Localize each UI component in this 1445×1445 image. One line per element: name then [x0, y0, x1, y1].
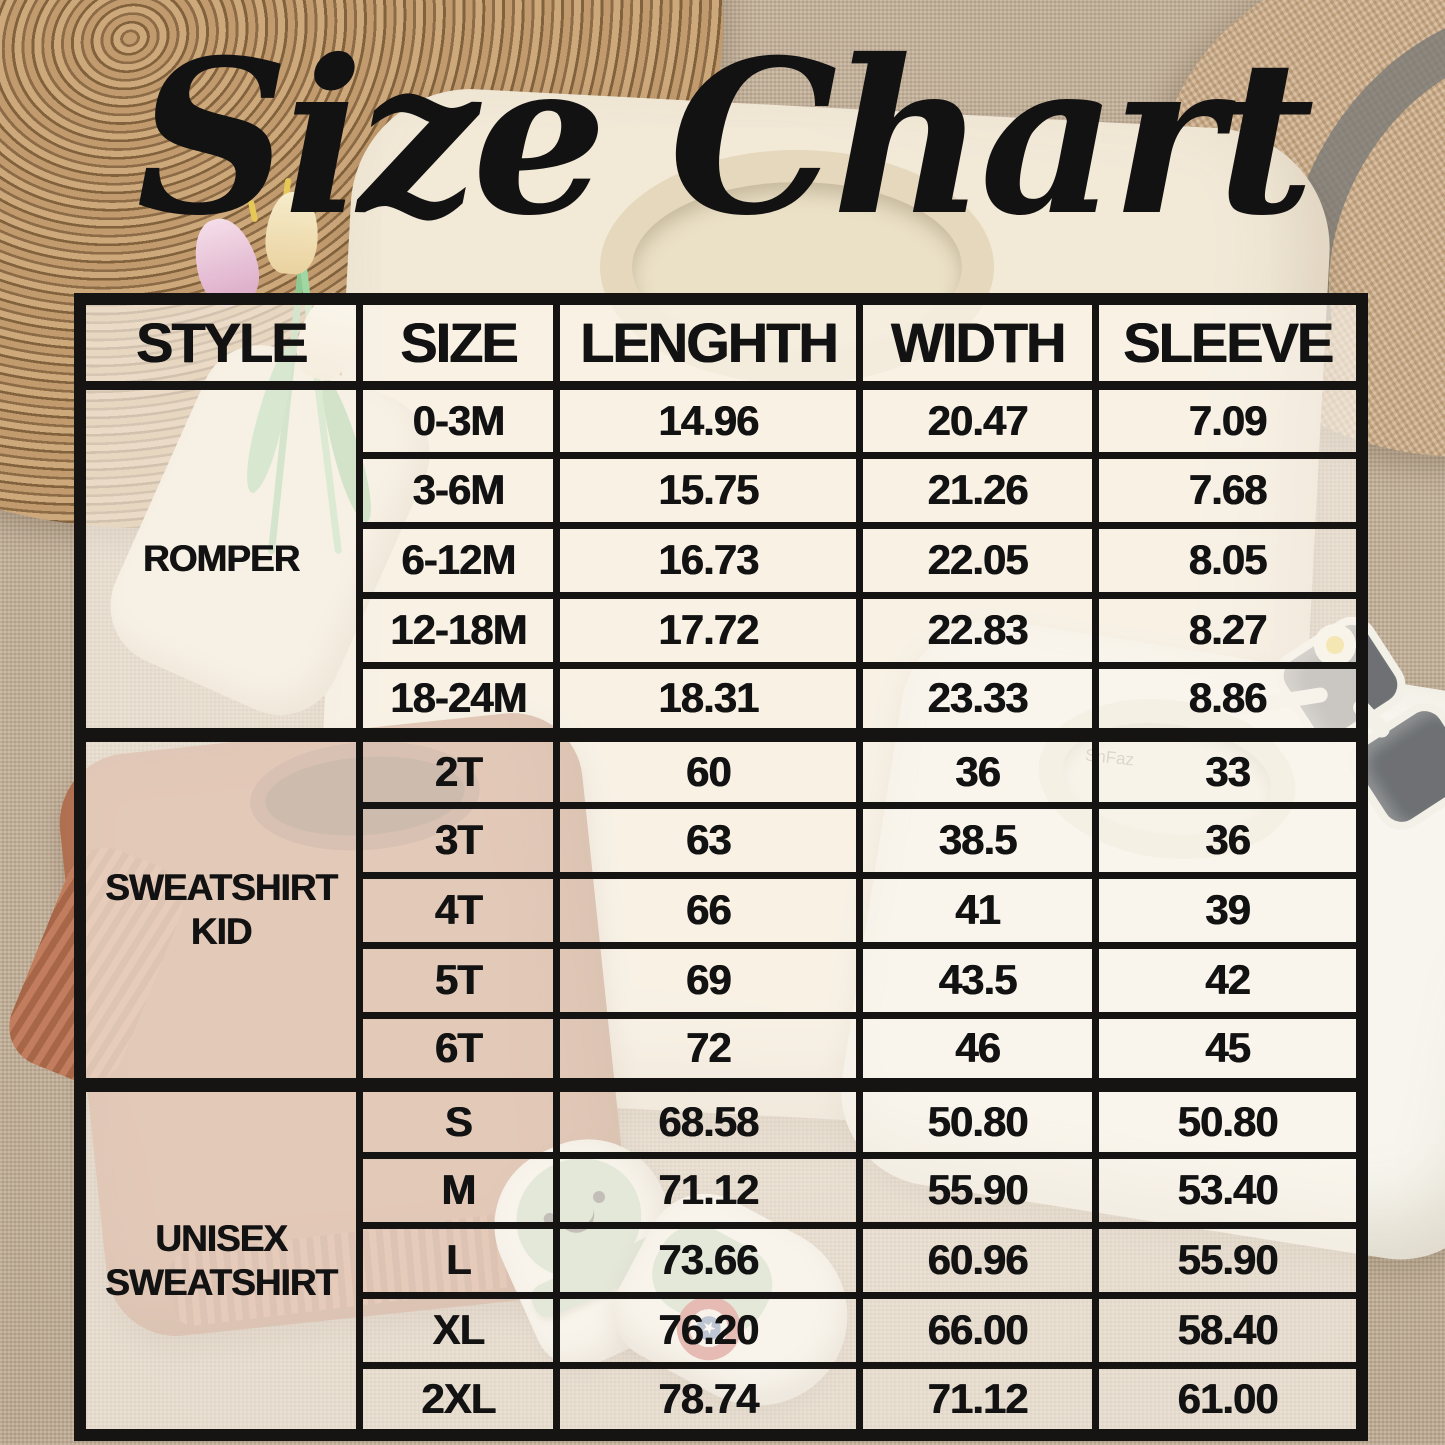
column-header-width: WIDTH: [855, 295, 1099, 390]
width-cell: 20.47: [855, 381, 1099, 459]
sleeve-cell: 61.00: [1091, 1361, 1366, 1439]
size-cell: 6T: [355, 1011, 561, 1089]
column-header-sleeve: SLEEVE: [1091, 295, 1366, 390]
sleeve-cell: 53.40: [1091, 1151, 1366, 1229]
width-cell: 38.5: [855, 801, 1099, 879]
table-row: 4T 66 41 39: [80, 871, 1366, 949]
size-cell: XL: [355, 1291, 561, 1369]
length-cell: 78.74: [553, 1361, 863, 1439]
width-cell: 71.12: [855, 1361, 1099, 1439]
width-cell: 46: [855, 1011, 1099, 1089]
column-header-length: LENGHTH: [553, 295, 863, 390]
sleeve-cell: 36: [1091, 801, 1366, 879]
size-cell: L: [355, 1221, 561, 1299]
length-cell: 72: [553, 1011, 863, 1089]
length-cell: 63: [553, 801, 863, 879]
length-cell: 14.96: [553, 381, 863, 459]
table-row: 12-18M 17.72 22.83 8.27: [80, 591, 1366, 669]
table-row: 6-12M 16.73 22.05 8.05: [80, 521, 1366, 599]
size-cell: 18-24M: [355, 661, 561, 739]
table-row: 6T 72 46 45: [80, 1011, 1366, 1089]
length-cell: 60: [553, 728, 863, 809]
length-cell: 76.20: [553, 1291, 863, 1369]
size-cell: 6-12M: [355, 521, 561, 599]
style-group-label: ROMPER: [76, 381, 363, 739]
table-row: 18-24M 18.31 23.33 8.86: [80, 661, 1366, 739]
width-cell: 22.05: [855, 521, 1099, 599]
style-group-label: UNISEX SWEATSHIRT: [76, 1078, 363, 1439]
length-cell: 68.58: [553, 1078, 863, 1159]
table-row: 2XL 78.74 71.12 61.00: [80, 1361, 1366, 1439]
table-row: 3T 63 38.5 36: [80, 801, 1366, 879]
sleeve-cell: 8.27: [1091, 591, 1366, 669]
size-cell: 4T: [355, 871, 561, 949]
table-row: UNISEX SWEATSHIRT S 68.58 50.80 50.80: [76, 1078, 1366, 1439]
sleeve-cell: 39: [1091, 871, 1366, 949]
size-cell: 2XL: [355, 1361, 561, 1439]
width-cell: 36: [855, 728, 1099, 809]
table-row: 3-6M 15.75 21.26 7.68: [80, 451, 1366, 529]
size-cell: 0-3M: [355, 381, 561, 459]
sleeve-cell: 42: [1091, 941, 1366, 1019]
sleeve-cell: 58.40: [1091, 1291, 1366, 1369]
size-cell: 3-6M: [355, 451, 561, 529]
width-cell: 22.83: [855, 591, 1099, 669]
width-cell: 43.5: [855, 941, 1099, 1019]
table-row: 5T 69 43.5 42: [80, 941, 1366, 1019]
width-cell: 55.90: [855, 1151, 1099, 1229]
column-header-style: STYLE: [76, 295, 363, 390]
size-cell: 12-18M: [355, 591, 561, 669]
header-row: STYLE SIZE LENGHTH WIDTH SLEEVE: [76, 295, 1366, 390]
table-row: XL 76.20 66.00 58.40: [80, 1291, 1366, 1369]
table-row: L 73.66 60.96 55.90: [80, 1221, 1366, 1299]
size-cell: 5T: [355, 941, 561, 1019]
length-cell: 17.72: [553, 591, 863, 669]
size-cell: 2T: [355, 728, 561, 809]
length-cell: 69: [553, 941, 863, 1019]
length-cell: 71.12: [553, 1151, 863, 1229]
table-row: SWEATSHIRT KID 2T 60 36 33: [76, 728, 1366, 1089]
width-cell: 21.26: [855, 451, 1099, 529]
size-table-body: ROMPER 0-3M 14.96 20.47 7.09 3-6M 15.75 21.26 7.…: [76, 381, 1366, 1439]
length-cell: 73.66: [553, 1221, 863, 1299]
sleeve-cell: 50.80: [1091, 1078, 1366, 1159]
column-header-size: SIZE: [355, 295, 561, 390]
sleeve-cell: 33: [1091, 728, 1366, 809]
length-cell: 18.31: [553, 661, 863, 739]
sleeve-cell: 55.90: [1091, 1221, 1366, 1299]
size-cell: M: [355, 1151, 561, 1229]
table-row: M 71.12 55.90 53.40: [80, 1151, 1366, 1229]
width-cell: 50.80: [855, 1078, 1099, 1159]
width-cell: 66.00: [855, 1291, 1099, 1369]
length-cell: 15.75: [553, 451, 863, 529]
size-cell: S: [355, 1078, 561, 1159]
page-title: Size Chart: [136, 13, 1315, 262]
sleeve-cell: 8.05: [1091, 521, 1366, 599]
width-cell: 60.96: [855, 1221, 1099, 1299]
width-cell: 23.33: [855, 661, 1099, 739]
sleeve-cell: 45: [1091, 1011, 1366, 1089]
table-row: ROMPER 0-3M 14.96 20.47 7.09: [76, 381, 1366, 739]
size-cell: 3T: [355, 801, 561, 879]
sleeve-cell: 7.68: [1091, 451, 1366, 529]
width-cell: 41: [855, 871, 1099, 949]
length-cell: 16.73: [553, 521, 863, 599]
length-cell: 66: [553, 871, 863, 949]
style-group-label: SWEATSHIRT KID: [76, 728, 363, 1089]
sleeve-cell: 7.09: [1091, 381, 1366, 459]
size-table: STYLE SIZE LENGHTH WIDTH SLEEVE ROMPER 0-…: [74, 293, 1368, 1441]
sleeve-cell: 8.86: [1091, 661, 1366, 739]
